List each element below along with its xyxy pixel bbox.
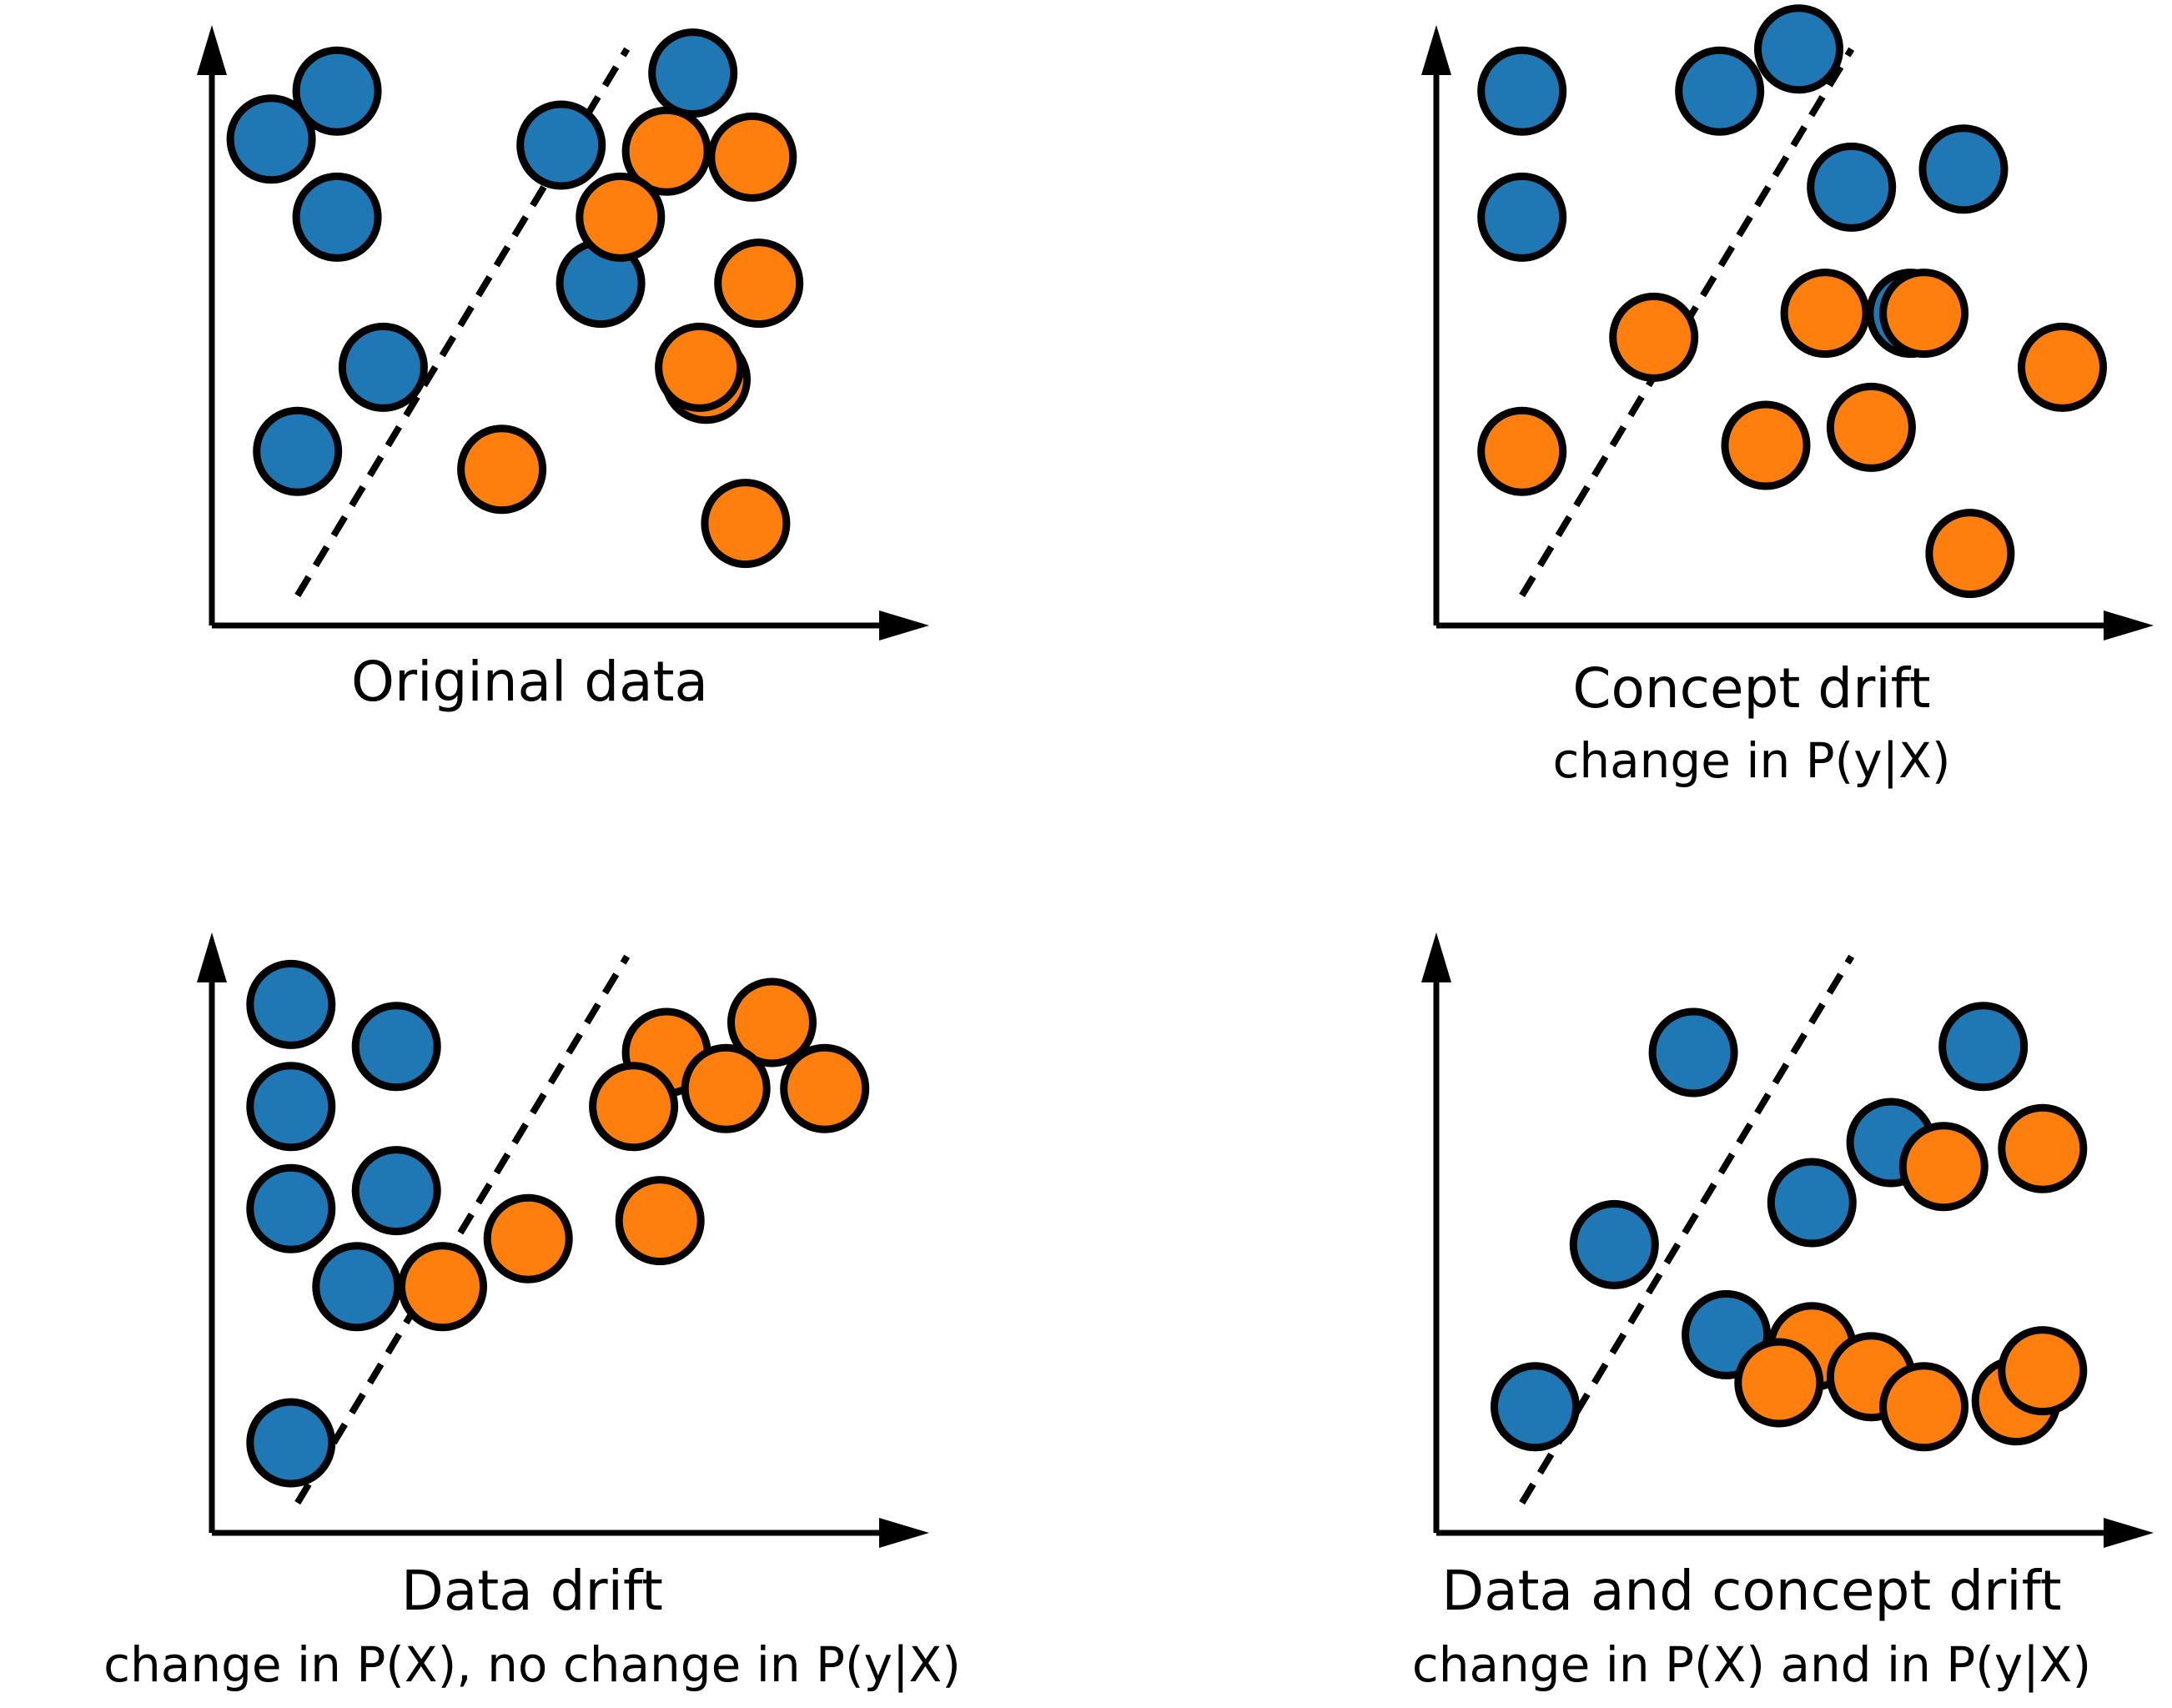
panel-2-title: Concept drift <box>1572 656 1930 721</box>
y-axis-arrow-icon <box>1421 25 1451 75</box>
panel-original-data: Original data <box>197 25 929 714</box>
orange-point <box>714 239 804 329</box>
orange-point <box>1879 1362 1969 1452</box>
y-axis-arrow-icon <box>197 932 227 982</box>
orange-point <box>1721 400 1811 490</box>
blue-point <box>1477 46 1567 136</box>
y-axis-arrow-icon <box>197 25 227 75</box>
blue-point <box>1675 46 1765 136</box>
orange-point <box>398 1242 487 1332</box>
x-axis-arrow-icon <box>2104 610 2154 640</box>
orange-point <box>621 106 711 196</box>
blue-point <box>246 1163 336 1253</box>
orange-point <box>1998 1326 2088 1416</box>
panel-concept-drift: Concept drift change in P(y|X) <box>1421 4 2154 789</box>
orange-point <box>701 479 791 569</box>
orange-point <box>1998 1103 2088 1193</box>
orange-point <box>1879 269 1969 359</box>
orange-point <box>589 1062 679 1152</box>
blue-point <box>226 94 316 184</box>
orange-point <box>727 977 817 1068</box>
blue-point <box>1754 4 1843 94</box>
orange-point <box>780 1043 870 1133</box>
orange-point <box>1609 292 1699 382</box>
orange-point <box>681 1043 771 1133</box>
panel-4-title: Data and concept drift <box>1441 1559 2061 1623</box>
orange-point <box>1898 1122 1988 1212</box>
blue-point <box>351 1146 441 1236</box>
blue-point <box>1569 1199 1659 1289</box>
panel-1-plot <box>197 25 929 640</box>
blue-point <box>253 406 343 496</box>
orange-point <box>1925 509 2015 599</box>
blue-point <box>246 959 336 1049</box>
blue-point <box>1477 172 1567 262</box>
panel-3-plot <box>197 932 929 1548</box>
blue-point <box>312 1242 402 1332</box>
orange-point <box>655 322 745 412</box>
panel-4-plot <box>1421 932 2154 1548</box>
blue-point <box>338 322 428 412</box>
y-axis-arrow-icon <box>1421 932 1451 982</box>
panel-2-plot <box>1421 4 2154 640</box>
orange-point <box>1734 1338 1824 1428</box>
blue-point <box>246 1398 336 1488</box>
blue-point <box>246 1062 336 1152</box>
blue-point <box>648 28 738 118</box>
orange-point <box>457 424 547 515</box>
orange-point <box>1780 269 1870 359</box>
orange-point <box>2018 322 2107 412</box>
orange-point <box>1477 406 1567 496</box>
blue-point <box>1767 1158 1857 1248</box>
blue-point <box>1491 1362 1580 1452</box>
panel-data-drift: Data drift change in P(X), no change in … <box>103 932 961 1693</box>
panel-4-subtitle: change in P(X) and in P(y|X) <box>1412 1636 2091 1693</box>
blue-point <box>351 1002 441 1092</box>
panel-data-and-concept-drift: Data and concept drift change in P(X) an… <box>1412 932 2154 1693</box>
blue-point <box>1807 142 1897 232</box>
x-axis-arrow-icon <box>879 610 929 640</box>
blue-point <box>292 172 382 262</box>
orange-point <box>707 112 797 202</box>
decision-boundary-line <box>294 954 631 1505</box>
orange-point <box>1826 382 1916 472</box>
blue-point <box>292 46 382 136</box>
panel-2-subtitle: change in P(y|X) <box>1552 732 1950 789</box>
blue-point <box>516 100 606 190</box>
x-axis-arrow-icon <box>2104 1518 2154 1548</box>
blue-point <box>1648 1007 1738 1098</box>
x-axis-arrow-icon <box>879 1518 929 1548</box>
panel-3-subtitle: change in P(X), no change in P(y|X) <box>103 1636 961 1693</box>
orange-point <box>615 1176 705 1266</box>
panel-3-title: Data drift <box>401 1559 663 1623</box>
blue-point <box>1938 1002 2029 1092</box>
panel-1-title: Original data <box>351 650 708 714</box>
orange-point <box>483 1193 573 1284</box>
orange-point <box>576 172 666 262</box>
blue-point <box>1918 124 2009 214</box>
